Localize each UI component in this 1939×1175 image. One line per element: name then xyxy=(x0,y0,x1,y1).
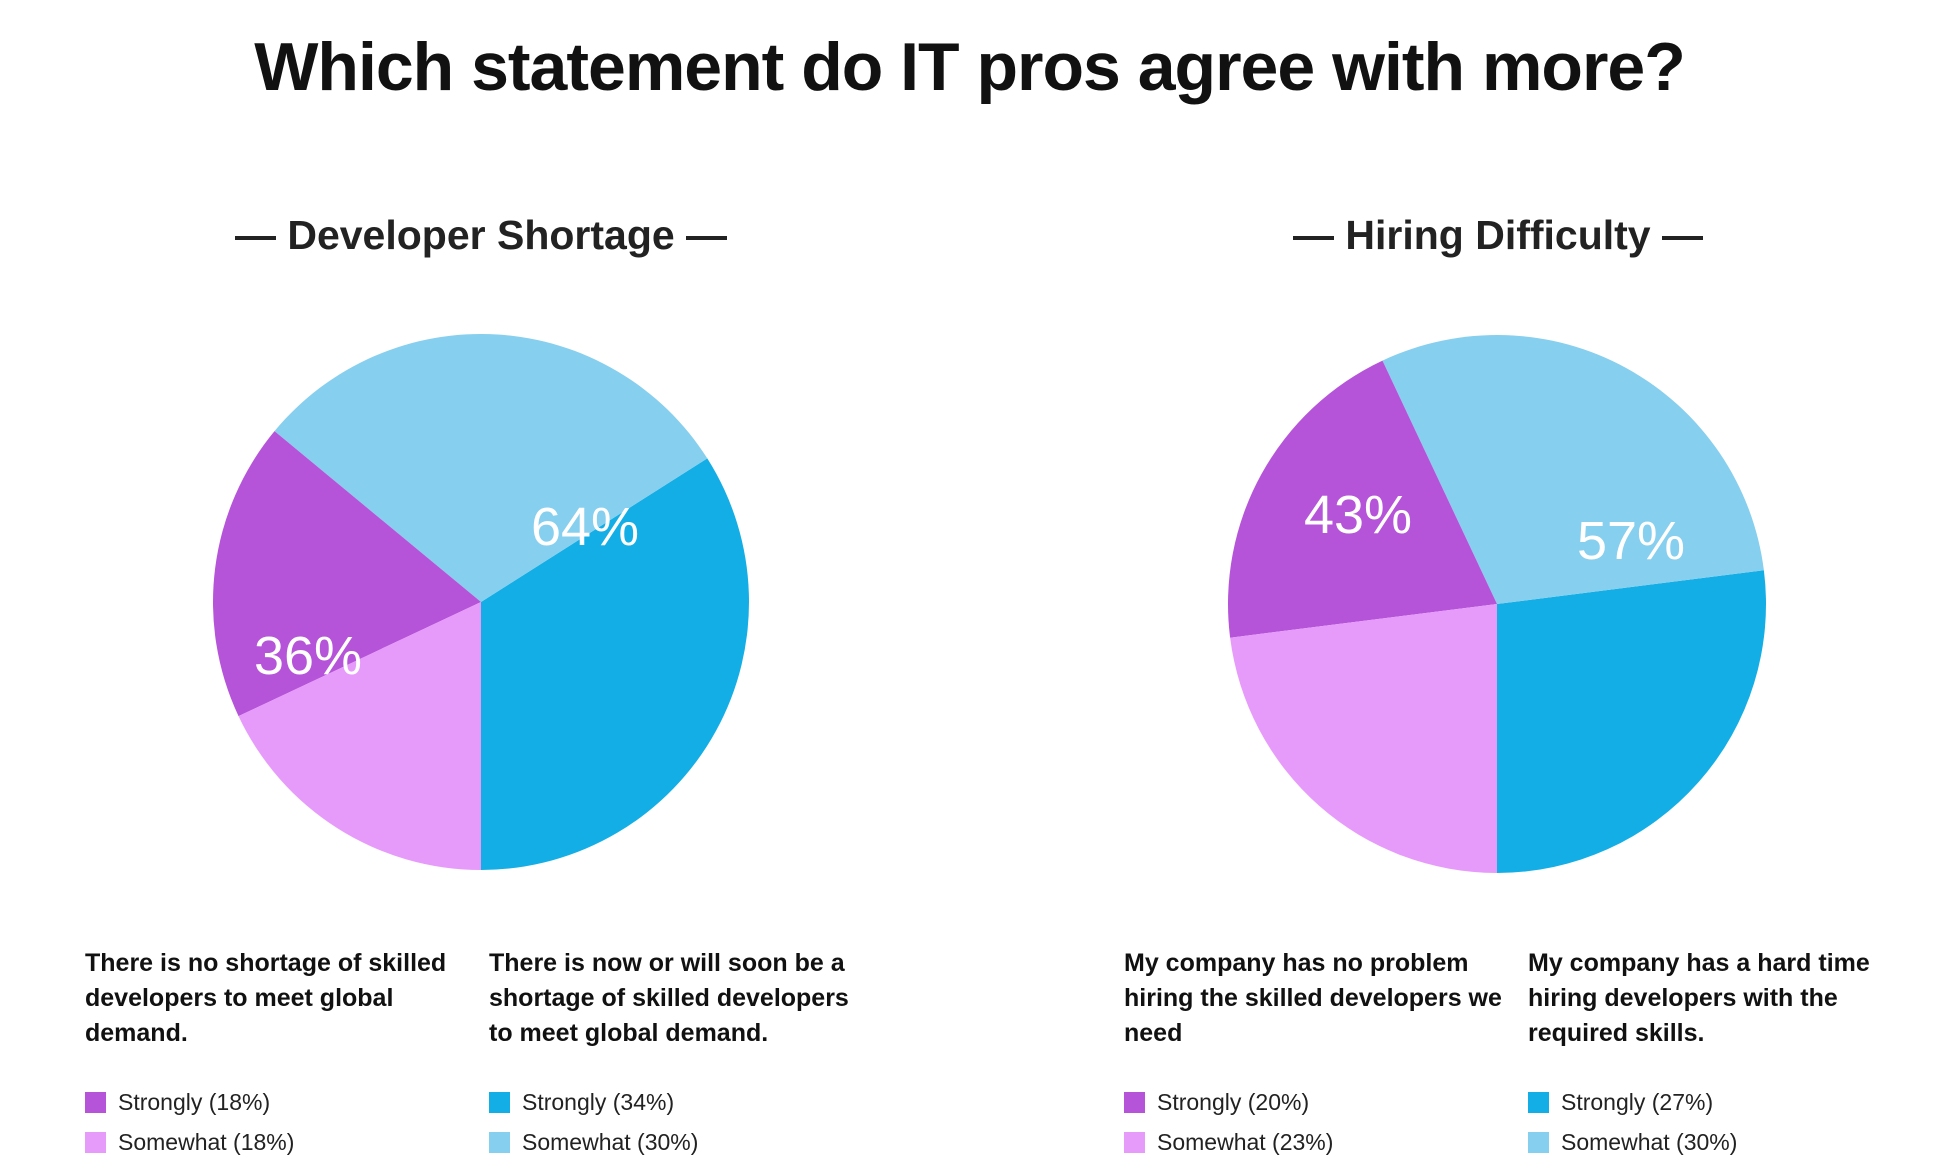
legend-swatch xyxy=(489,1131,510,1153)
pie-slice xyxy=(213,431,481,717)
legend-swatch xyxy=(1528,1131,1549,1153)
statement-hard-time-hiring: My company has a hard time hiring develo… xyxy=(1528,949,1870,1047)
legend-item: Strongly (20%) xyxy=(1124,1082,1504,1122)
pie-slice xyxy=(1382,335,1764,604)
chart-title-hiring-difficulty: — Hiring Difficulty — xyxy=(1293,212,1703,258)
legend-swatch xyxy=(1124,1091,1145,1113)
pie-group-label: 64% xyxy=(531,497,639,557)
pie-slice xyxy=(1497,570,1767,873)
pie-group-label: 43% xyxy=(1304,485,1412,545)
legend-item: Strongly (18%) xyxy=(85,1082,465,1122)
legend-item: Somewhat (18%) xyxy=(85,1122,465,1162)
legend-swatch xyxy=(1528,1091,1549,1113)
pie-slice xyxy=(238,602,481,870)
chart-title-developer-shortage: — Developer Shortage — xyxy=(234,212,728,258)
legend-item: Somewhat (30%) xyxy=(489,1122,869,1162)
legend-label: Somewhat (18%) xyxy=(118,1128,295,1155)
legend-label: Somewhat (30%) xyxy=(1561,1128,1738,1155)
pie-slice xyxy=(1230,604,1497,873)
legend-shortage: Strongly (34%) Somewhat (30%) xyxy=(489,1082,869,1162)
legend-label: Strongly (20%) xyxy=(1157,1088,1310,1115)
pie-chart-hiring-difficulty: 57% 43% xyxy=(1227,335,1767,873)
legend-item: Strongly (27%) xyxy=(1528,1082,1908,1122)
pie-slice xyxy=(274,333,708,602)
legend-hard-time-hiring: Strongly (27%) Somewhat (30%) xyxy=(1528,1082,1908,1162)
legend-swatch xyxy=(1124,1131,1145,1153)
statement-no-problem-hiring: My company has no problem hiring the ski… xyxy=(1124,949,1502,1047)
page-title: Which statement do IT pros agree with mo… xyxy=(254,29,1686,105)
legend-no-problem-hiring: Strongly (20%) Somewhat (23%) xyxy=(1124,1082,1504,1162)
pie-slice xyxy=(481,458,749,870)
legend-label: Strongly (27%) xyxy=(1561,1088,1714,1115)
statement-shortage: There is now or will soon be a shortage … xyxy=(489,949,849,1047)
pie-group-label: 57% xyxy=(1577,511,1685,571)
legend-swatch xyxy=(85,1131,106,1153)
legend-swatch xyxy=(85,1091,106,1113)
pie-chart-developer-shortage: 64% 36% xyxy=(213,333,749,870)
statement-no-shortage: There is no shortage of skilled develope… xyxy=(85,949,447,1047)
legend-label: Somewhat (23%) xyxy=(1157,1128,1334,1155)
pie-slice xyxy=(1227,360,1497,638)
legend-item: Somewhat (30%) xyxy=(1528,1122,1908,1162)
legend-item: Somewhat (23%) xyxy=(1124,1122,1504,1162)
legend-label: Strongly (18%) xyxy=(118,1088,271,1115)
legend-swatch xyxy=(489,1091,510,1113)
legend-label: Somewhat (30%) xyxy=(522,1128,699,1155)
legend-item: Strongly (34%) xyxy=(489,1082,869,1122)
legend-no-shortage: Strongly (18%) Somewhat (18%) xyxy=(85,1082,465,1162)
pie-group-label: 36% xyxy=(254,626,362,686)
legend-label: Strongly (34%) xyxy=(522,1088,675,1115)
